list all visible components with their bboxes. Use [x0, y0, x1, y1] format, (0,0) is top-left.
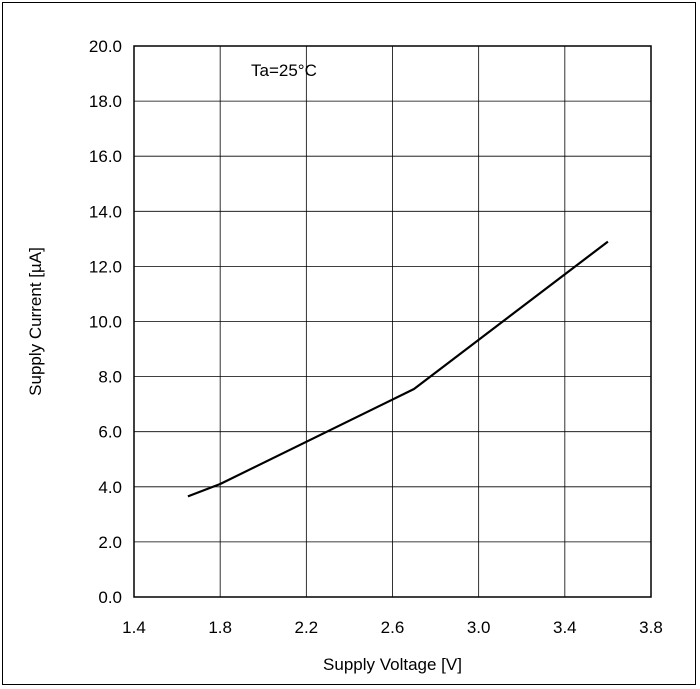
x-tick-label: 1.8	[208, 618, 232, 637]
x-tick-label: 2.6	[381, 618, 405, 637]
y-tick-label: 8.0	[98, 368, 122, 387]
y-tick-label: 0.0	[98, 588, 122, 607]
y-tick-label: 2.0	[98, 533, 122, 552]
y-tick-label: 6.0	[98, 423, 122, 442]
x-tick-label: 1.4	[122, 618, 146, 637]
x-tick-label: 3.0	[467, 618, 491, 637]
annotation-label: Ta=25°C	[251, 61, 317, 80]
y-axis-label: Supply Current [µA]	[26, 247, 45, 396]
tick-labels: 1.4 1.8 2.2 2.6 3.0 3.4 3.8 0.0 2.0 4.0 6.0 8.0 10.0…	[89, 37, 663, 637]
plot-series	[187, 240, 609, 498]
y-tick-label: 10.0	[89, 313, 122, 332]
y-tick-label: 20.0	[89, 37, 122, 56]
grid	[133, 45, 652, 598]
series-line	[187, 240, 609, 498]
y-tick-label: 14.0	[89, 202, 122, 221]
y-tick-label: 18.0	[89, 92, 122, 111]
plot-area	[133, 45, 652, 598]
x-axis-label: Supply Voltage [V]	[323, 655, 462, 674]
x-tick-label: 3.4	[553, 618, 577, 637]
x-tick-label: 2.2	[295, 618, 319, 637]
y-tick-label: 12.0	[89, 257, 122, 276]
y-tick-label: 4.0	[98, 478, 122, 497]
y-tick-label: 16.0	[89, 147, 122, 166]
x-tick-label: 3.8	[639, 618, 663, 637]
